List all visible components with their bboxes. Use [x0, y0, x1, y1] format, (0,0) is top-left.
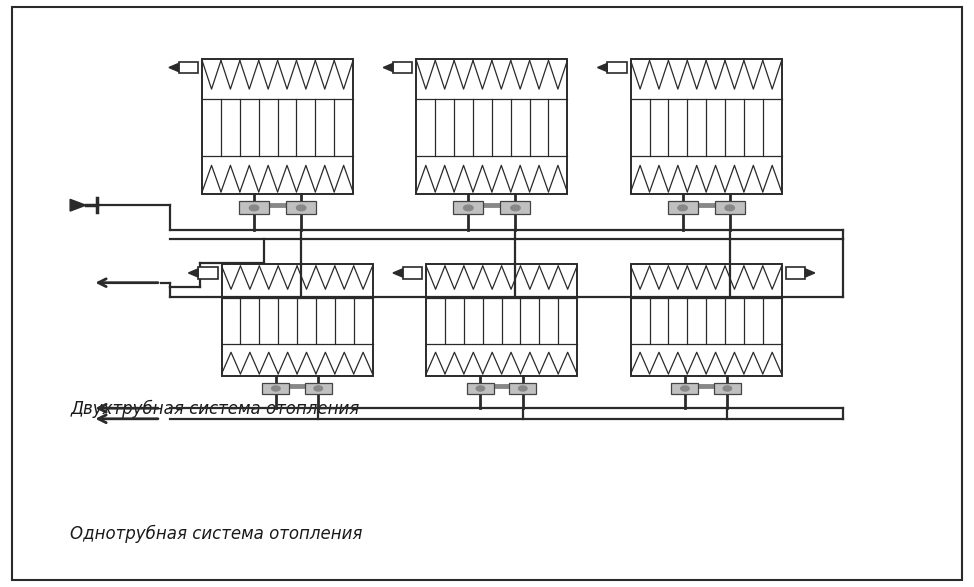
Polygon shape — [169, 63, 178, 72]
Bar — [785, 267, 805, 279]
Circle shape — [272, 386, 281, 391]
Polygon shape — [805, 269, 814, 277]
Circle shape — [249, 205, 259, 211]
Text: Двухтрубная система отопления: Двухтрубная система отопления — [70, 400, 359, 418]
Bar — [501, 201, 531, 214]
Circle shape — [464, 205, 473, 211]
Polygon shape — [383, 63, 393, 72]
Bar — [199, 267, 217, 279]
Circle shape — [314, 386, 322, 391]
Bar — [509, 383, 537, 394]
Polygon shape — [70, 200, 86, 211]
Bar — [221, 264, 372, 376]
Text: Однотрубная система отопления: Однотрубная система отопления — [70, 525, 362, 543]
Bar — [262, 383, 289, 394]
Bar — [427, 264, 577, 376]
Circle shape — [681, 386, 690, 391]
Bar — [202, 59, 353, 194]
Circle shape — [723, 386, 731, 391]
Bar — [305, 383, 332, 394]
Bar — [671, 383, 698, 394]
Circle shape — [476, 386, 485, 391]
Bar — [667, 201, 697, 214]
Bar — [715, 201, 745, 214]
Bar — [403, 267, 423, 279]
Bar — [239, 201, 269, 214]
Bar — [608, 62, 627, 73]
Bar — [467, 383, 494, 394]
Circle shape — [678, 205, 688, 211]
Bar — [178, 62, 198, 73]
Polygon shape — [598, 63, 608, 72]
Bar — [631, 264, 781, 376]
Polygon shape — [188, 269, 199, 277]
Bar — [286, 201, 317, 214]
Bar — [714, 383, 741, 394]
Circle shape — [510, 205, 520, 211]
Circle shape — [725, 205, 734, 211]
Circle shape — [518, 386, 527, 391]
Bar — [631, 59, 781, 194]
Bar — [393, 62, 413, 73]
Polygon shape — [393, 269, 403, 277]
Bar — [453, 201, 483, 214]
Bar — [417, 59, 567, 194]
Circle shape — [296, 205, 306, 211]
